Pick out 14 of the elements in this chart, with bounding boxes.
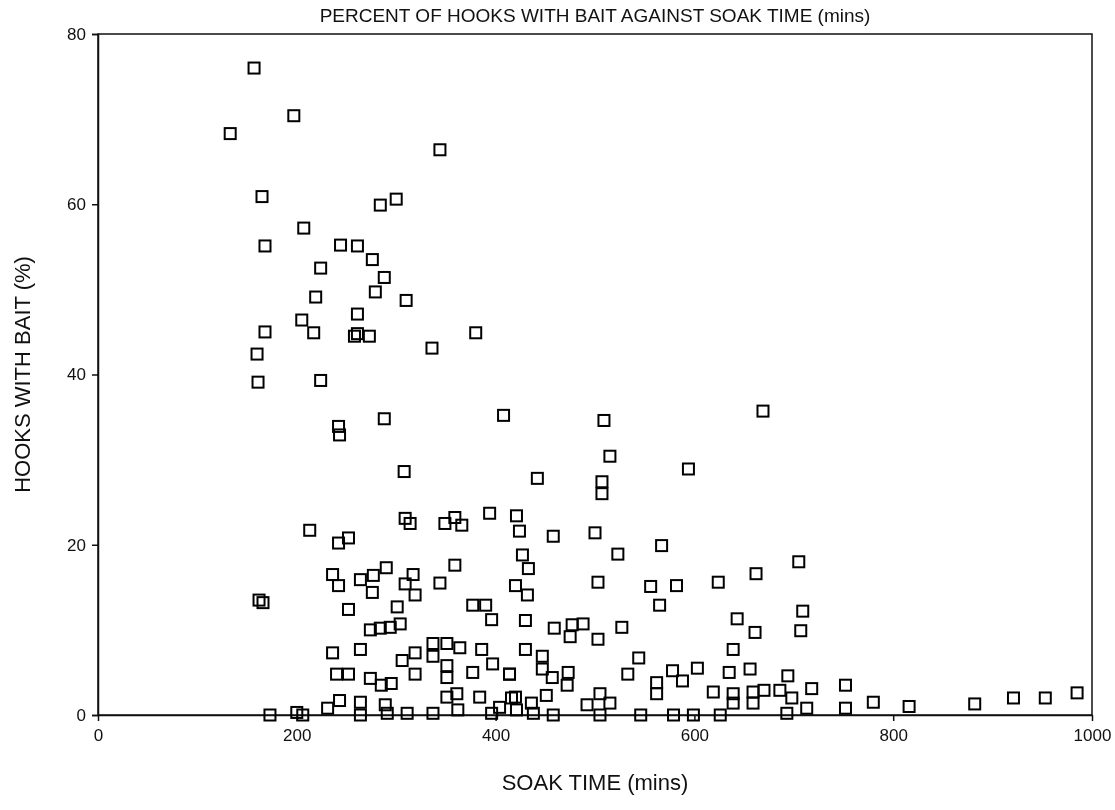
y-tick-label: 20 <box>67 535 86 555</box>
y-tick-label: 0 <box>76 705 86 725</box>
x-tick-label: 600 <box>680 726 710 746</box>
x-axis-title: SOAK TIME (mins) <box>501 770 689 795</box>
y-axis-title: HOOKS WITH BAIT (%) <box>10 256 35 493</box>
y-tick-label: 60 <box>67 195 86 215</box>
x-tick-label: 400 <box>481 726 511 746</box>
x-tick-label: 0 <box>93 726 104 746</box>
x-tick-label: 200 <box>283 726 312 746</box>
x-tick-label: 1000 <box>1073 726 1112 746</box>
x-tick-label: 800 <box>879 726 908 746</box>
chart-title: PERCENT OF HOOKS WITH BAIT AGAINST SOAK TIME (mins) <box>319 5 871 26</box>
y-tick-label: 40 <box>67 365 86 385</box>
y-tick-label: 80 <box>67 24 86 44</box>
